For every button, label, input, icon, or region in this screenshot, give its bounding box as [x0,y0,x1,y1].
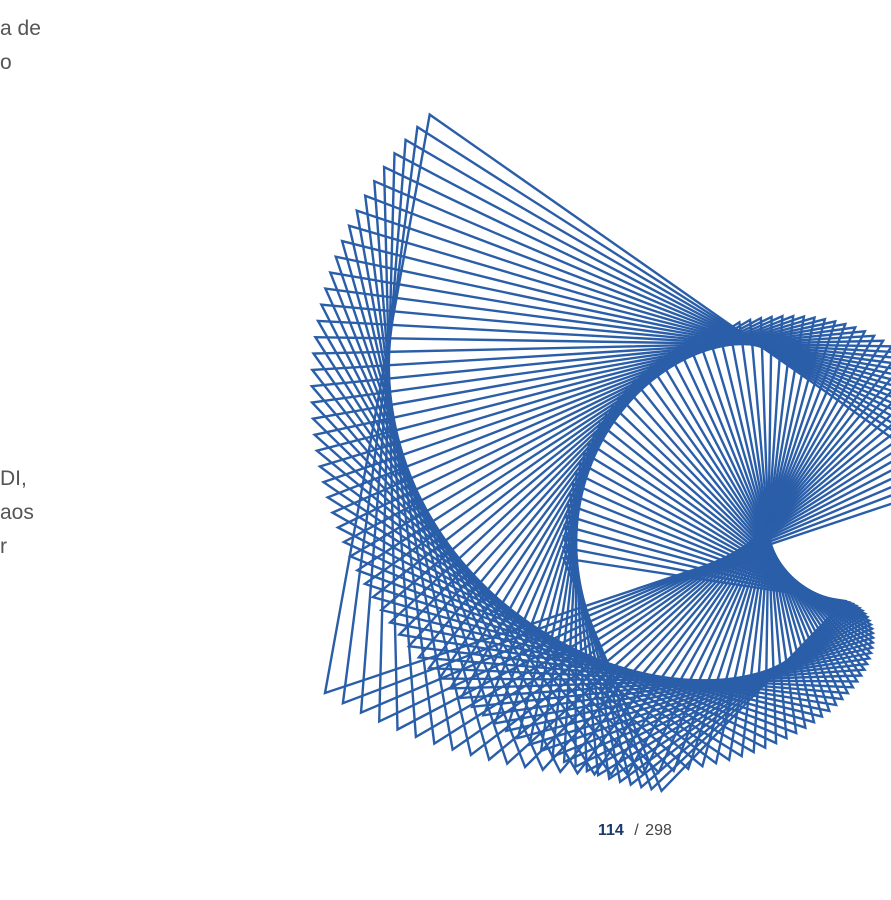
text-line: a de [0,17,41,40]
page-counter: 114 / 298 [598,822,672,840]
spiral-stroke [355,208,891,752]
spiral-stroke [341,124,891,706]
spiral-stroke [311,339,886,777]
spiral-stroke [562,461,874,764]
spiral-stroke [328,271,891,770]
spiral-stroke [309,334,877,777]
spiral-stroke [347,223,891,757]
page-separator: / [634,822,639,839]
body-text-fragment-middle: DI, aos r [0,462,34,564]
spiral-stroke [323,287,891,772]
spiral-stroke [319,303,891,774]
text-line: o [0,51,12,74]
body-text-fragment-top: a de o [0,12,41,80]
text-line: DI, [0,467,27,490]
text-line: r [0,535,7,558]
total-pages-number: 298 [645,822,672,839]
spiral-stroke [313,335,891,777]
spiral-stroke [363,193,891,746]
text-line: aos [0,501,34,524]
spiral-stroke [377,151,891,724]
spiral-stroke [382,165,891,732]
spiral-stroke [333,255,891,766]
spiral-stroke [315,319,891,776]
spiral-stroke [372,179,891,739]
spiral-stroke [359,137,891,715]
current-page-number: 114 [598,822,624,839]
spiral-stroke [340,239,891,762]
spiral-stroke [309,329,867,776]
spiral-stroke [323,112,891,695]
